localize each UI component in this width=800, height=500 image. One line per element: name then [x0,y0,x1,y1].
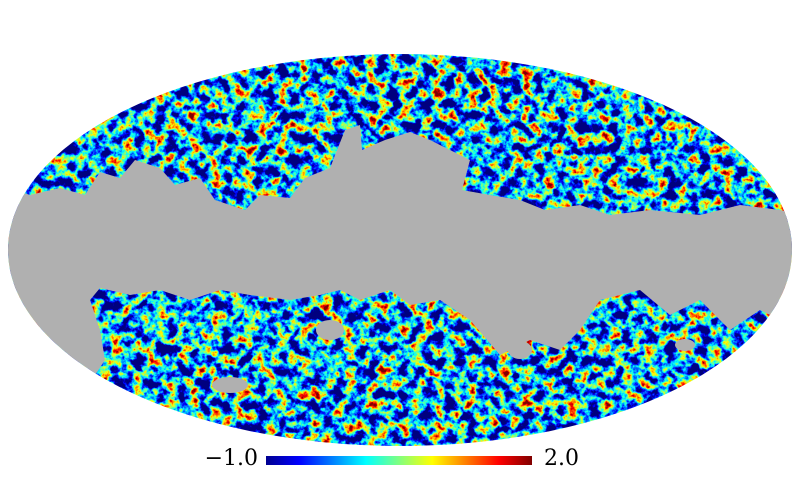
galactic-mask [8,125,792,375]
mask-hole [675,339,695,351]
mask-hole [316,320,344,340]
colorbar [266,456,532,465]
mollweide-map [8,54,792,446]
mask-hole [508,341,532,359]
mask-hole [212,377,248,393]
colorbar-min-label: −1.0 [205,446,258,471]
colorbar-max-label: 2.0 [544,446,579,471]
